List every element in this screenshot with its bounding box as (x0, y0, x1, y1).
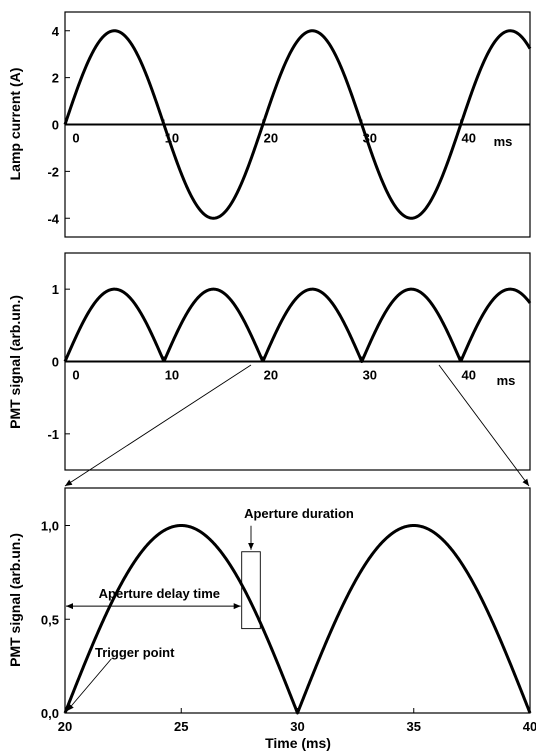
trigger-point-arrow (66, 658, 112, 712)
pmt-zoom-panel: PMT signal (arb.un.) Time (ms) 20 25 30 35 4… (7, 487, 536, 751)
x-tick-label-1-4: 40 (462, 368, 476, 383)
series-line-2-0 (63, 524, 532, 715)
aperture-delay-label: Aperture delay time (99, 586, 220, 601)
pmt-signal-ticks: 0 10 20 30 40 -1 0 1 (47, 282, 530, 442)
pmt-zoom-ylabel: PMT signal (arb.un.) (7, 533, 23, 667)
series-line-1-0 (63, 287, 532, 363)
y-tick-label-1-1: 0 (52, 355, 59, 370)
y-tick-label-0-2: 0 (52, 118, 59, 133)
y-tick-label-0-3: 2 (52, 71, 59, 86)
x-tick-label-0-0: 0 (72, 131, 79, 146)
pmt-signal-ylabel: PMT signal (arb.un.) (7, 295, 23, 429)
pmt-signal-curves (63, 287, 532, 363)
x-tick-label-1-3: 30 (363, 368, 377, 383)
zoom-arrow-left (64, 364, 252, 487)
lamp-current-ylabel: Lamp current (A) (7, 68, 23, 181)
aperture-window (241, 551, 261, 630)
aperture-duration-label: Aperture duration (244, 506, 354, 521)
lamp-current-x-unit: ms (494, 134, 513, 149)
x-tick-label-2-3: 35 (407, 719, 421, 734)
y-tick-label-1-2: 1 (52, 282, 59, 297)
pmt-signal-x-unit: ms (497, 373, 516, 388)
x-tick-label-0-2: 20 (264, 131, 278, 146)
y-tick-label-2-1: 0,5 (41, 612, 59, 627)
pmt-signal-panel: PMT signal (arb.un.) ms 0 10 20 30 40 -1 0 1 (7, 252, 532, 471)
x-tick-label-2-2: 30 (290, 719, 304, 734)
x-tick-label-1-0: 0 (72, 368, 79, 383)
pmt-zoom-xlabel: Time (ms) (265, 735, 331, 751)
y-tick-label-0-0: -4 (47, 211, 59, 226)
y-tick-label-0-1: -2 (47, 164, 59, 179)
trigger-point-label: Trigger point (95, 645, 175, 660)
y-tick-label-0-4: 4 (52, 24, 60, 39)
pmt-zoom-ticks: 20 25 30 35 40 0,0 0,5 1,0 (41, 519, 536, 735)
series-line-0-0 (63, 29, 532, 220)
y-tick-label-1-0: -1 (47, 427, 59, 442)
y-tick-label-2-0: 0,0 (41, 706, 59, 721)
x-tick-label-1-1: 10 (165, 368, 179, 383)
y-tick-label-2-2: 1,0 (41, 519, 59, 534)
lamp-current-curves (63, 29, 532, 220)
x-tick-label-2-1: 25 (174, 719, 188, 734)
x-tick-label-2-4: 40 (523, 719, 536, 734)
pmt-zoom-annotations: Aperture duration Aperture delay time Tr… (66, 506, 354, 712)
zoom-arrow-right (438, 364, 530, 487)
x-tick-label-0-4: 40 (462, 131, 476, 146)
x-tick-label-1-2: 20 (264, 368, 278, 383)
x-tick-label-2-0: 20 (58, 719, 72, 734)
pmt-zoom-curves (63, 524, 532, 715)
